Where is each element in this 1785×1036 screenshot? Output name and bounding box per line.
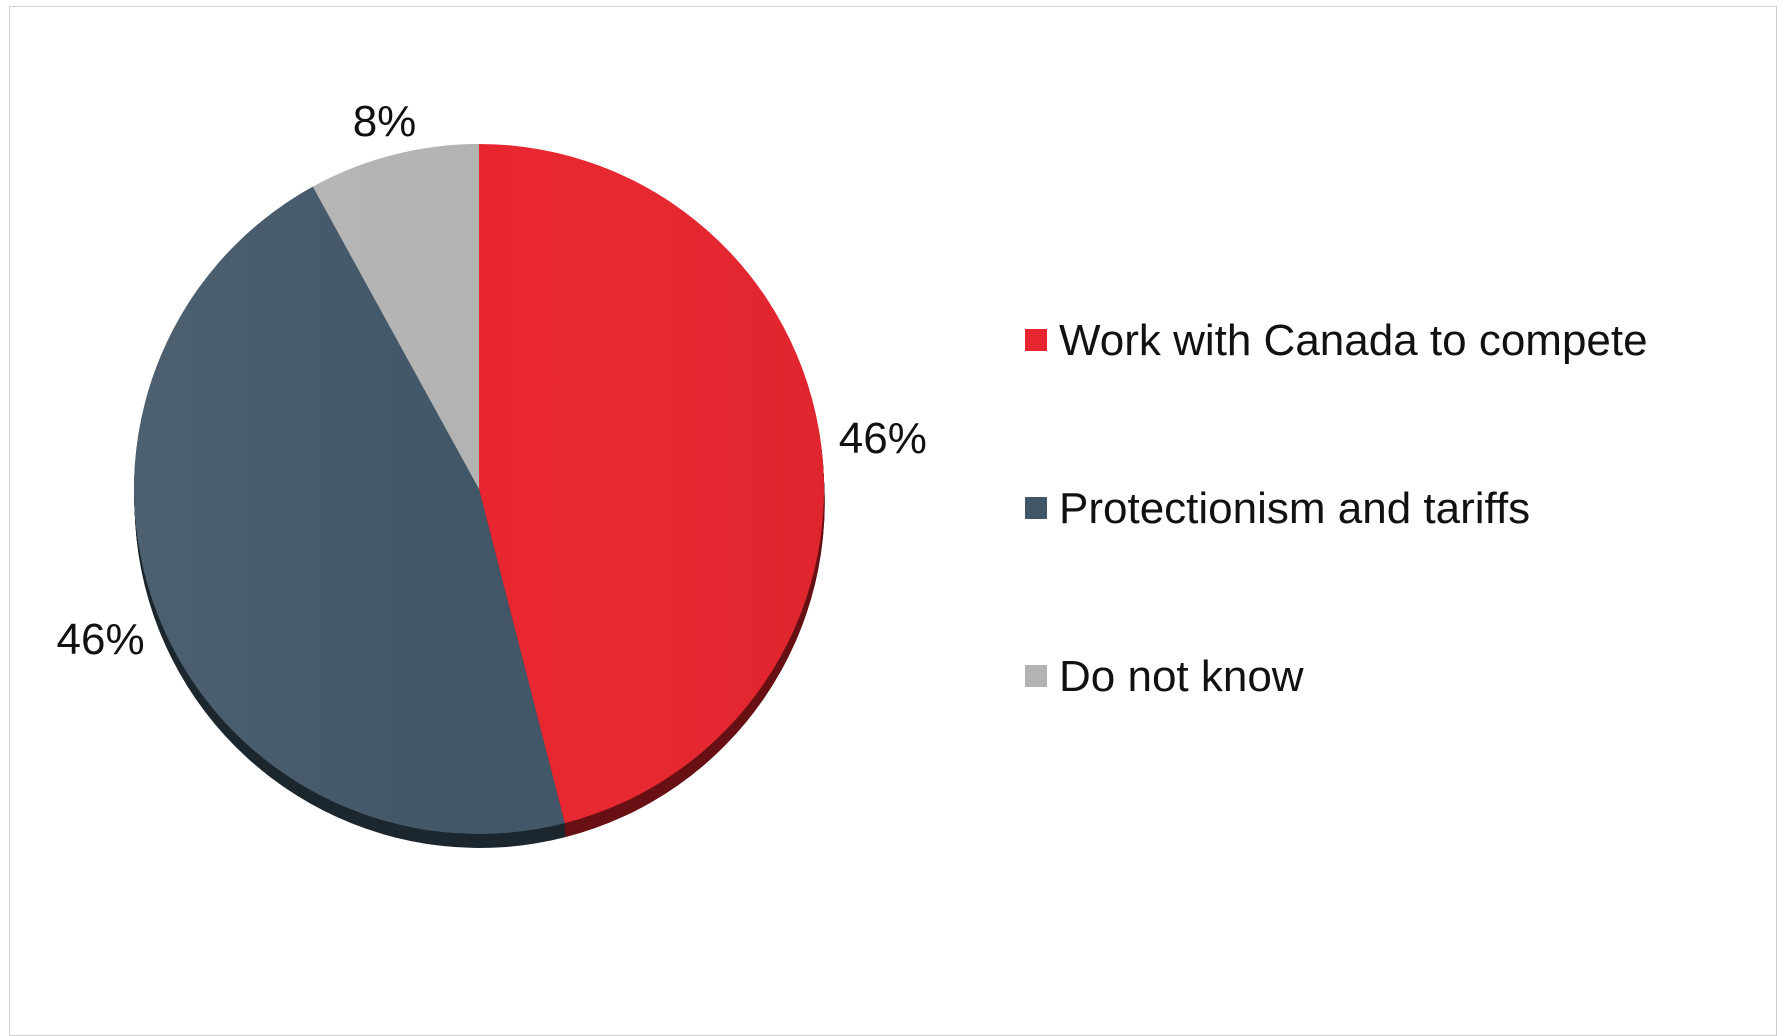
legend-label: Do not know xyxy=(1059,652,1304,701)
legend-swatch-red xyxy=(1025,329,1047,351)
legend-label: Protectionism and tariffs xyxy=(1059,484,1531,533)
legend-swatch-gray xyxy=(1025,665,1047,687)
data-label-work-with-canada: 46% xyxy=(839,414,927,463)
legend-swatch-slate xyxy=(1025,497,1047,519)
pie-labels: 46% 46% 8% xyxy=(57,97,927,664)
data-label-do-not-know: 8% xyxy=(353,97,417,146)
pie-slices xyxy=(133,144,825,835)
pie-sheen xyxy=(134,144,824,834)
legend-label: Work with Canada to compete xyxy=(1059,316,1648,365)
data-label-protectionism: 46% xyxy=(57,615,145,664)
